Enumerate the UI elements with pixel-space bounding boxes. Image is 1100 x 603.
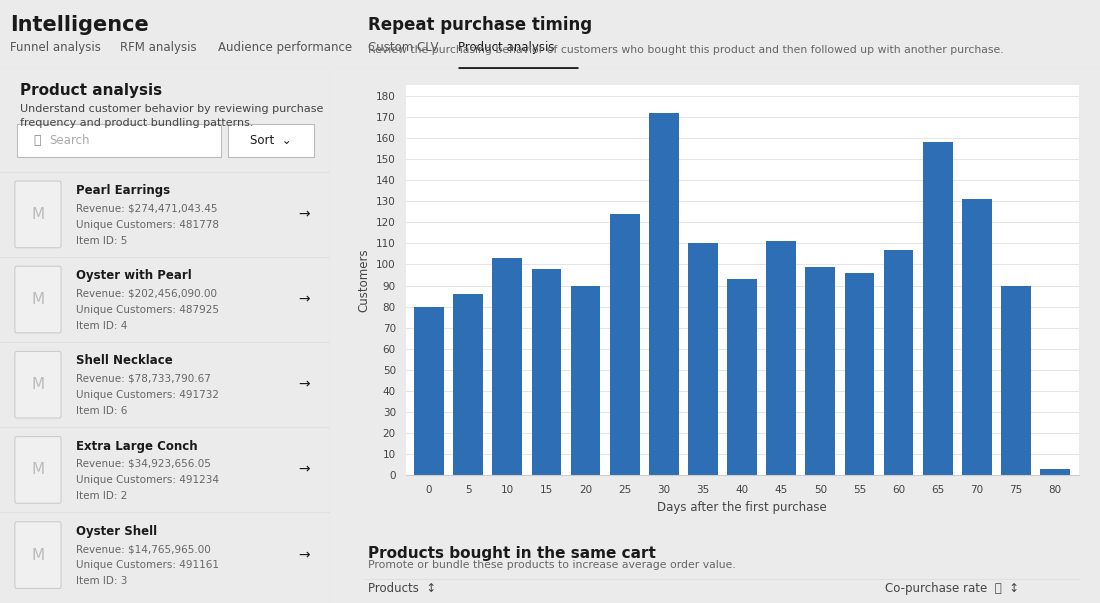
Text: Unique Customers: 487925: Unique Customers: 487925 [76, 305, 219, 315]
Text: Revenue: $78,733,790.67: Revenue: $78,733,790.67 [76, 374, 211, 384]
Bar [805, 267, 835, 475]
FancyBboxPatch shape [228, 124, 314, 157]
Text: RFM analysis: RFM analysis [120, 41, 197, 54]
Text: Shell Necklace: Shell Necklace [76, 355, 173, 367]
Text: Item ID: 6: Item ID: 6 [76, 406, 128, 416]
Text: Revenue: $14,765,965.00: Revenue: $14,765,965.00 [76, 544, 211, 554]
Bar [493, 258, 522, 475]
Text: Extra Large Conch: Extra Large Conch [76, 440, 198, 453]
Text: Understand customer behavior by reviewing purchase
frequency and product bundlin: Understand customer behavior by reviewin… [20, 104, 323, 128]
Text: M: M [32, 548, 44, 563]
Text: Promote or bundle these products to increase average order value.: Promote or bundle these products to incr… [368, 560, 736, 570]
Text: Revenue: $274,471,043.45: Revenue: $274,471,043.45 [76, 203, 218, 213]
Text: Repeat purchase timing: Repeat purchase timing [368, 16, 593, 34]
Bar [767, 241, 796, 475]
Text: Funnel analysis: Funnel analysis [10, 41, 101, 54]
Text: Item ID: 3: Item ID: 3 [76, 576, 128, 587]
Text: →: → [298, 292, 309, 306]
Text: Unique Customers: 491234: Unique Customers: 491234 [76, 475, 219, 485]
Text: M: M [32, 463, 44, 478]
Text: M: M [32, 377, 44, 392]
Text: Pearl Earrings: Pearl Earrings [76, 184, 170, 197]
Bar [883, 250, 913, 475]
Text: Oyster Shell: Oyster Shell [76, 525, 157, 538]
Text: Product analysis: Product analysis [458, 41, 554, 54]
Text: Intelligence: Intelligence [10, 15, 148, 35]
Bar [649, 113, 679, 475]
Text: Item ID: 2: Item ID: 2 [76, 491, 128, 501]
Text: Product analysis: Product analysis [20, 83, 162, 98]
Bar [609, 214, 639, 475]
Bar [531, 269, 561, 475]
Bar [689, 244, 718, 475]
Text: →: → [298, 377, 309, 392]
Text: M: M [32, 207, 44, 222]
Text: Custom CLV: Custom CLV [368, 41, 439, 54]
Text: Revenue: $34,923,656.05: Revenue: $34,923,656.05 [76, 459, 211, 469]
FancyBboxPatch shape [15, 267, 62, 333]
Bar [923, 142, 953, 475]
Text: Products bought in the same cart: Products bought in the same cart [368, 546, 657, 561]
Text: Unique Customers: 491732: Unique Customers: 491732 [76, 390, 219, 400]
Text: Products  ↕: Products ↕ [368, 582, 437, 595]
FancyBboxPatch shape [15, 352, 62, 418]
Bar [571, 286, 601, 475]
Bar [415, 307, 444, 475]
Bar [845, 273, 875, 475]
FancyBboxPatch shape [15, 522, 62, 589]
Text: →: → [298, 207, 309, 221]
Bar [727, 279, 757, 475]
FancyBboxPatch shape [16, 124, 221, 157]
X-axis label: Days after the first purchase: Days after the first purchase [657, 500, 827, 514]
Text: Item ID: 5: Item ID: 5 [76, 236, 128, 246]
Text: Unique Customers: 491161: Unique Customers: 491161 [76, 560, 219, 570]
Bar [453, 294, 483, 475]
Text: →: → [298, 463, 309, 477]
Text: Sort  ⌄: Sort ⌄ [250, 134, 292, 147]
FancyBboxPatch shape [15, 181, 62, 248]
Text: Co-purchase rate  ⓘ  ↕: Co-purchase rate ⓘ ↕ [886, 582, 1020, 595]
Text: Search: Search [50, 134, 90, 147]
Text: Item ID: 4: Item ID: 4 [76, 321, 128, 331]
Text: Unique Customers: 481778: Unique Customers: 481778 [76, 219, 219, 230]
Text: M: M [32, 292, 44, 307]
Y-axis label: Customers: Customers [358, 248, 371, 312]
Bar [1041, 469, 1070, 475]
Bar [961, 199, 992, 475]
Text: ⌕: ⌕ [33, 134, 41, 147]
Text: Review the purchasing behavior of customers who bought this product and then fol: Review the purchasing behavior of custom… [368, 45, 1004, 55]
Bar [1001, 286, 1031, 475]
Text: Oyster with Pearl: Oyster with Pearl [76, 269, 191, 282]
FancyBboxPatch shape [15, 437, 62, 504]
Text: →: → [298, 548, 309, 562]
Text: Audience performance: Audience performance [218, 41, 352, 54]
Text: Revenue: $202,456,090.00: Revenue: $202,456,090.00 [76, 289, 217, 298]
